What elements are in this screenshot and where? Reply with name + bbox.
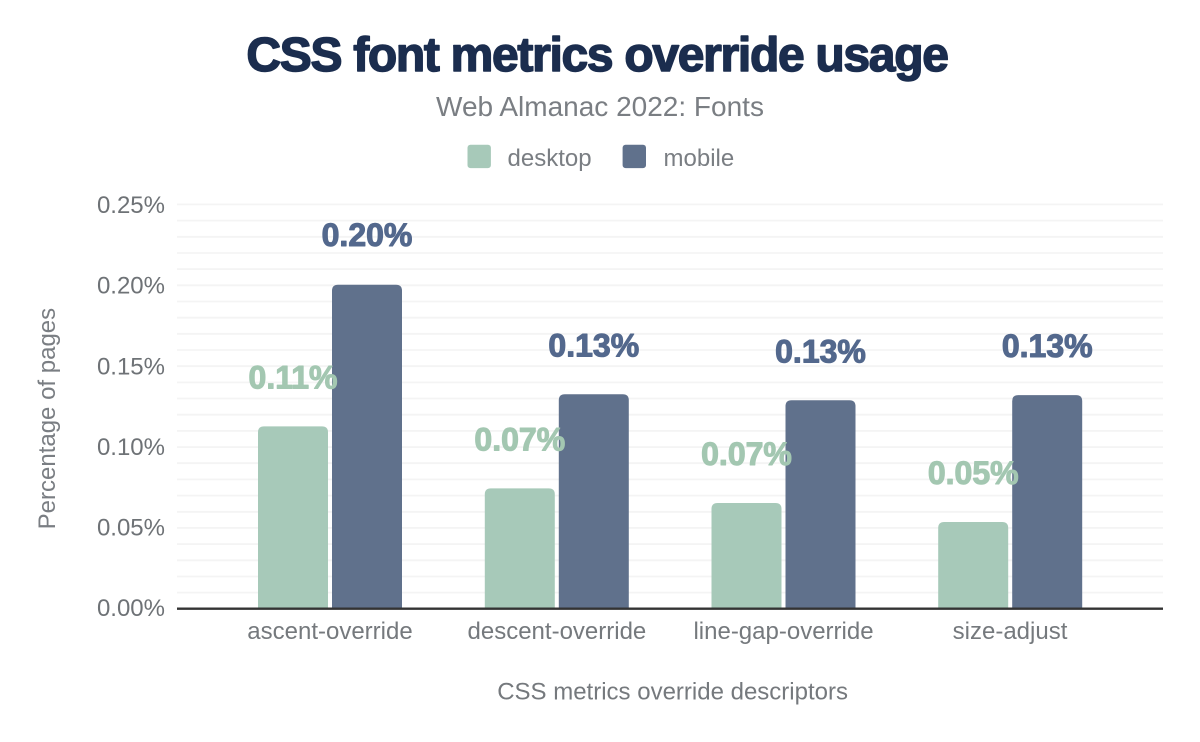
svg-text:Percentage of pages: Percentage of pages xyxy=(34,308,61,529)
svg-text:0.10%: 0.10% xyxy=(97,434,165,461)
svg-text:mobile: mobile xyxy=(664,145,735,172)
svg-text:0.15%: 0.15% xyxy=(97,353,165,380)
svg-text:0.05%: 0.05% xyxy=(928,455,1019,491)
svg-text:0.20%: 0.20% xyxy=(322,217,413,253)
svg-text:0.13%: 0.13% xyxy=(1002,328,1093,364)
svg-text:size-adjust: size-adjust xyxy=(953,618,1068,645)
svg-text:0.05%: 0.05% xyxy=(97,514,165,541)
svg-text:CSS metrics override descripto: CSS metrics override descriptors xyxy=(497,678,848,705)
svg-text:CSS font metrics override usag: CSS font metrics override usage xyxy=(246,29,948,82)
svg-text:ascent-override: ascent-override xyxy=(247,618,412,645)
svg-text:0.13%: 0.13% xyxy=(775,333,866,369)
svg-text:0.00%: 0.00% xyxy=(97,595,165,622)
svg-text:line-gap-override: line-gap-override xyxy=(693,618,873,645)
svg-text:Web Almanac 2022: Fonts: Web Almanac 2022: Fonts xyxy=(436,91,764,122)
svg-text:0.13%: 0.13% xyxy=(548,327,639,363)
svg-text:0.07%: 0.07% xyxy=(701,436,792,472)
svg-text:0.07%: 0.07% xyxy=(474,421,565,457)
svg-text:desktop: desktop xyxy=(508,145,592,172)
svg-text:0.11%: 0.11% xyxy=(249,360,338,396)
svg-text:0.25%: 0.25% xyxy=(97,192,165,219)
svg-text:0.20%: 0.20% xyxy=(97,273,165,300)
svg-text:descent-override: descent-override xyxy=(468,618,647,645)
